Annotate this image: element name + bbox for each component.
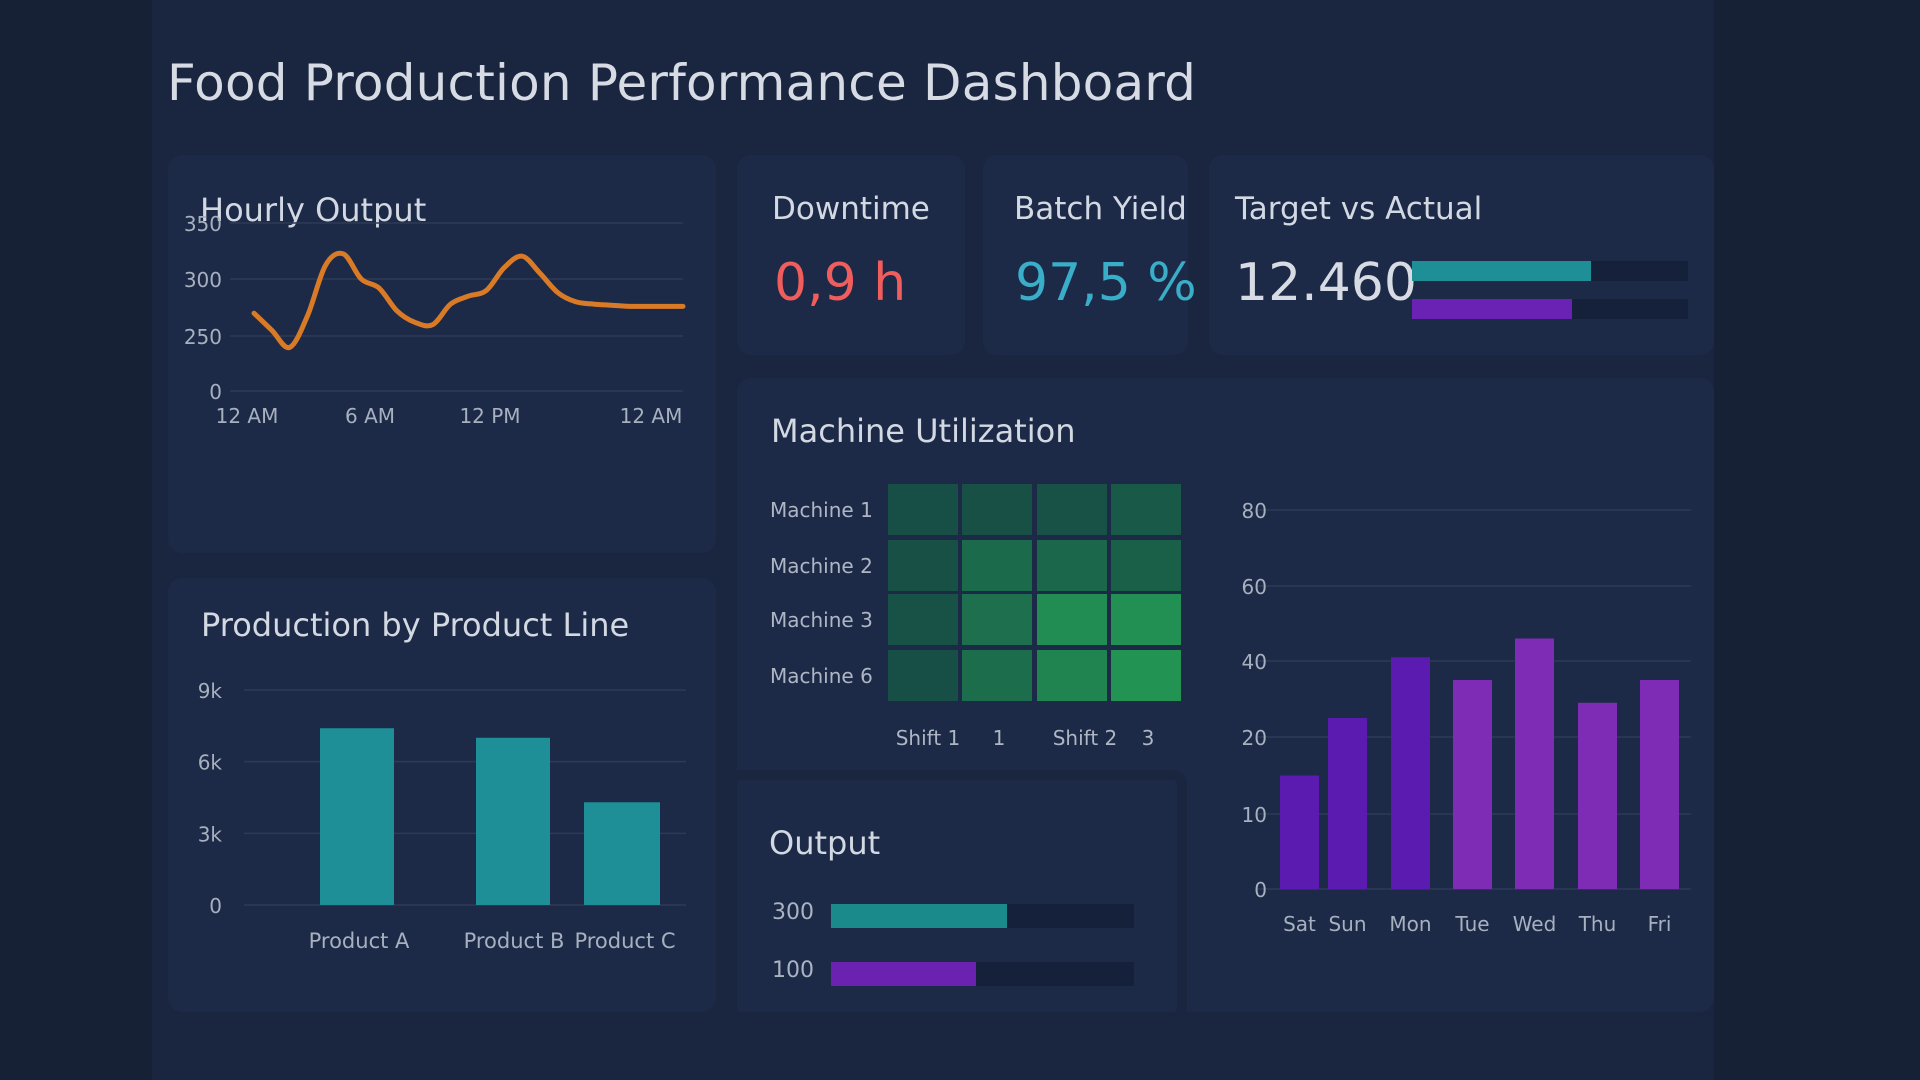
weekly-y-tick-label: 80 <box>1242 499 1267 523</box>
hourly-x-tick-label: 12 AM <box>216 404 279 428</box>
product-line-title: Production by Product Line <box>201 606 630 644</box>
heatmap-cell <box>888 484 958 535</box>
weekly-bar <box>1578 702 1617 889</box>
hourly-y-tick-label: 350 <box>184 212 222 236</box>
hourly-y-tick-label: 0 <box>209 380 222 404</box>
batch-yield-value: 97,5 % <box>1015 253 1197 313</box>
weekly-bar <box>1640 680 1679 889</box>
heatmap-row-label: Machine 3 <box>770 608 873 632</box>
hourly-output-line <box>251 250 686 351</box>
weekly-x-tick-label: Wed <box>1513 912 1557 936</box>
product-bar <box>476 737 550 905</box>
product-bar <box>584 802 660 905</box>
product-x-tick-label: Product A <box>309 929 410 953</box>
output-row-2-fill <box>831 962 977 986</box>
hourly-x-tick-label: 6 AM <box>345 404 395 428</box>
heatmap-cell <box>1037 594 1107 645</box>
heatmap-cell <box>1037 484 1107 535</box>
heatmap-cell <box>1037 650 1107 701</box>
batch-yield-card[interactable]: Batch Yield 97,5 % <box>983 155 1197 355</box>
weekly-bar <box>1328 718 1367 889</box>
heatmap-cell <box>888 650 958 701</box>
weekly-bar <box>1453 680 1492 889</box>
batch-yield-label: Batch Yield <box>1014 191 1187 227</box>
product-y-tick-label: 9k <box>198 679 223 703</box>
output-card[interactable]: Output 300 100 <box>727 770 1187 1022</box>
heatmap-cell <box>888 540 958 591</box>
weekly-x-tick-label: Tue <box>1454 912 1489 936</box>
utilization-heatmap: Machine 1 Machine 2 Machine 3 Machine 6 Shif… <box>770 484 1181 750</box>
downtime-card[interactable]: Downtime 0,9 h <box>737 155 965 355</box>
weekly-x-tick-label: Fri <box>1648 912 1672 936</box>
heatmap-cell <box>1111 484 1181 535</box>
heatmap-cell <box>1037 540 1107 591</box>
heatmap-row-label: Machine 1 <box>770 498 873 522</box>
weekly-y-tick-label: 20 <box>1242 726 1267 750</box>
heatmap-cell <box>888 594 958 645</box>
hourly-output-card[interactable]: Hourly Output 350 300 250 0 12 AM 6 AM 12 PM 12… <box>168 155 716 553</box>
weekly-bar-chart: 80 60 40 20 10 0 Sat Sun Mon Tue Wed Thu Fri <box>1242 499 1691 936</box>
heatmap-cell <box>1111 650 1181 701</box>
heatmap-x-label: Shift 2 <box>1053 726 1118 750</box>
target-bar-track <box>1412 261 1688 281</box>
heatmap-cell <box>1111 540 1181 591</box>
target-bar-fill <box>1412 261 1592 281</box>
product-y-tick-label: 3k <box>198 822 223 846</box>
heatmap-cell <box>962 540 1032 591</box>
heatmap-cell <box>962 650 1032 701</box>
hourly-y-tick-label: 300 <box>184 268 222 292</box>
downtime-value: 0,9 h <box>774 253 907 313</box>
target-vs-actual-label: Target vs Actual <box>1235 191 1483 227</box>
heatmap-cell <box>1111 594 1181 645</box>
weekly-bar <box>1280 775 1319 889</box>
page-title: Food Production Performance Dashboard <box>167 54 1197 112</box>
output-title: Output <box>769 824 881 862</box>
hourly-y-tick-label: 250 <box>184 325 222 349</box>
target-vs-actual-value: 12.460 <box>1235 253 1417 313</box>
heatmap-row-label: Machine 6 <box>770 664 873 688</box>
weekly-bar <box>1391 657 1430 889</box>
heatmap-cell <box>962 484 1032 535</box>
heatmap-cell <box>962 594 1032 645</box>
target-vs-actual-card[interactable]: Target vs Actual 12.460 <box>1209 155 1714 355</box>
weekly-y-tick-label: 0 <box>1254 878 1267 902</box>
output-row-1-fill <box>831 904 1007 928</box>
weekly-x-tick-label: Thu <box>1578 912 1617 936</box>
heatmap-x-label: 3 <box>1142 726 1155 750</box>
weekly-x-tick-label: Sat <box>1283 912 1316 936</box>
product-line-card[interactable]: Production by Product Line 9k 6k 3k 0 Produc… <box>168 578 716 1012</box>
output-row-2-track <box>831 962 1134 986</box>
downtime-label: Downtime <box>772 191 930 227</box>
product-bar <box>320 728 394 905</box>
weekly-y-tick-label: 40 <box>1242 650 1267 674</box>
heatmap-x-label: 1 <box>993 726 1006 750</box>
output-row-2-label: 100 <box>772 958 814 983</box>
heatmap-x-label: Shift 1 <box>896 726 961 750</box>
product-x-tick-label: Product C <box>574 929 675 953</box>
machine-utilization-card[interactable]: Machine Utilization Machine 1 Machine 2 Ma… <box>737 378 1714 1012</box>
output-row-1-label: 300 <box>772 900 814 925</box>
product-y-tick-label: 0 <box>209 894 222 918</box>
product-y-tick-label: 6k <box>198 751 223 775</box>
weekly-x-tick-label: Sun <box>1328 912 1366 936</box>
weekly-y-tick-label: 60 <box>1242 575 1267 599</box>
actual-bar-track <box>1412 299 1688 319</box>
output-row-1-track <box>831 904 1134 928</box>
machine-utilization-title: Machine Utilization <box>771 412 1076 450</box>
weekly-bar <box>1515 638 1554 889</box>
product-x-tick-label: Product B <box>464 929 565 953</box>
actual-bar-fill <box>1412 299 1573 319</box>
weekly-y-tick-label: 10 <box>1242 803 1267 827</box>
heatmap-row-label: Machine 2 <box>770 554 873 578</box>
product-line-chart: 9k 6k 3k 0 Product A Product B Product C <box>198 679 686 953</box>
weekly-x-tick-label: Mon <box>1389 912 1431 936</box>
hourly-x-tick-label: 12 PM <box>459 404 520 428</box>
hourly-x-tick-label: 12 AM <box>620 404 683 428</box>
